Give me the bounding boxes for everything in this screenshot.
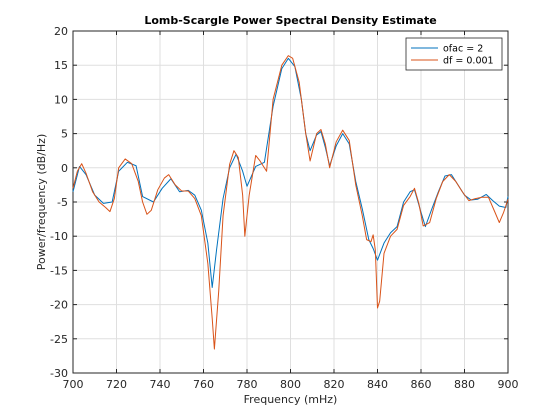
- x-tick-label: 780: [237, 378, 258, 391]
- y-axis-label: Power/frequency (dB/Hz): [35, 134, 48, 271]
- x-tick-label: 820: [324, 378, 345, 391]
- series-line-1: [72, 55, 509, 350]
- y-tick-label: 10: [54, 93, 68, 106]
- y-tick-label: -5: [57, 196, 68, 209]
- y-tick-label: -15: [50, 264, 68, 277]
- y-tick-label: 5: [61, 128, 68, 141]
- x-tick-label: 880: [454, 378, 475, 391]
- legend-box: [405, 37, 503, 71]
- x-tick-label: 720: [106, 378, 127, 391]
- x-tick-label: 900: [498, 378, 519, 391]
- series-layer: [72, 55, 509, 350]
- y-tick-label: 15: [54, 59, 68, 72]
- legend-label-ofac: ofac = 2: [443, 44, 483, 55]
- x-tick-label: 760: [193, 378, 214, 391]
- x-tick-label: 860: [411, 378, 432, 391]
- x-tick-label: 840: [367, 378, 388, 391]
- y-tick-label: 0: [61, 162, 68, 175]
- x-tick-label: 800: [280, 378, 301, 391]
- tick-layer: 700 720 740 760 780 800 820 840 860 880 900 -30 -25 -…: [50, 25, 518, 391]
- x-tick-label: 700: [63, 378, 84, 391]
- y-tick-label: -10: [50, 230, 68, 243]
- legend-label-df: df = 0.001: [443, 56, 494, 67]
- x-tick-label: 740: [150, 378, 171, 391]
- x-axis-label: Frequency (mHz): [244, 393, 338, 406]
- y-tick-label: -25: [50, 333, 68, 346]
- y-tick-label: -20: [50, 299, 68, 312]
- legend: ofac = 2 df = 0.001: [405, 37, 503, 71]
- chart-title: Lomb-Scargle Power Spectral Density Esti…: [144, 14, 436, 27]
- y-tick-label: -30: [50, 367, 68, 380]
- y-tick-label: 20: [54, 25, 68, 38]
